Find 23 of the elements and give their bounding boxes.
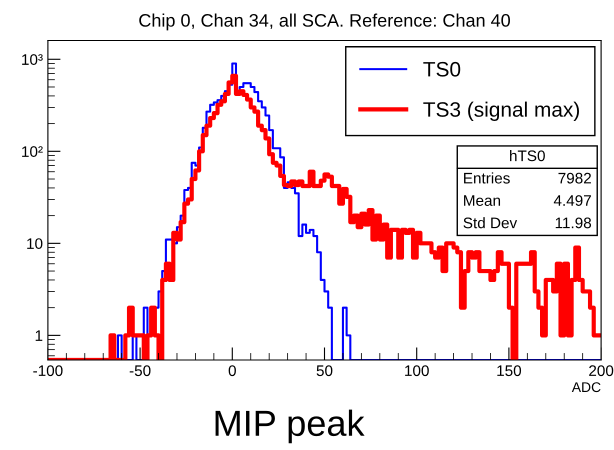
- annotation: 4.497: [554, 195, 591, 206]
- legend-label: TS3 (signal max): [423, 102, 579, 122]
- annotation: hTS0: [510, 150, 545, 162]
- y-tick-label: 10³: [22, 54, 43, 65]
- annotation: Std Dev: [463, 217, 518, 228]
- x-tick-label: 50: [316, 365, 332, 376]
- y-tick-label: 1: [36, 330, 42, 341]
- annotation: 7982: [558, 172, 591, 184]
- x-axis-title: ADC: [572, 382, 601, 392]
- chart-title: Chip 0, Chan 34, all SCA. Reference: Chan 40: [139, 14, 510, 30]
- legend-label: TS0: [423, 62, 460, 77]
- text: MIP peak: [216, 410, 365, 444]
- y-tick-label: 10²: [22, 146, 43, 157]
- x-tick-label: 150: [497, 365, 522, 376]
- x-tick-label: 200: [589, 365, 614, 376]
- x-tick-label: -100: [33, 365, 63, 376]
- x-tick-label: -50: [130, 365, 151, 376]
- y-tick-label: 10: [27, 238, 42, 250]
- annotation: Mean: [464, 195, 500, 206]
- annotation: Entries: [464, 172, 510, 184]
- x-tick-label: 100: [405, 365, 429, 376]
- annotation: 11.98: [556, 217, 592, 228]
- x-tick-label: 0: [228, 365, 236, 376]
